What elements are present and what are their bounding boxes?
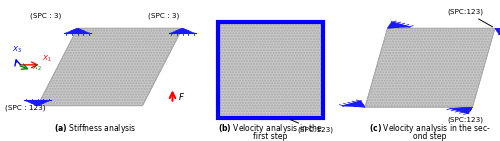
- Text: ond step: ond step: [414, 132, 446, 141]
- Polygon shape: [342, 101, 365, 107]
- Polygon shape: [170, 28, 196, 33]
- Text: (SPC:123): (SPC:123): [448, 110, 484, 123]
- Polygon shape: [365, 28, 495, 107]
- Text: (SPC : 123): (SPC : 123): [5, 105, 46, 111]
- Text: $\mathbf{(c)}$ Velocity analysis in the sec-: $\mathbf{(c)}$ Velocity analysis in the …: [369, 122, 491, 135]
- Polygon shape: [450, 107, 472, 114]
- Polygon shape: [38, 28, 182, 106]
- Text: (SPC : 3): (SPC : 3): [30, 13, 61, 19]
- Text: $F$: $F$: [178, 91, 184, 102]
- Polygon shape: [495, 28, 500, 32]
- Text: $\mathbf{(b)}$ Velocity analysis in the: $\mathbf{(b)}$ Velocity analysis in the: [218, 122, 322, 135]
- Text: $X_3$: $X_3$: [12, 45, 22, 55]
- Text: (SPC : 3): (SPC : 3): [148, 13, 179, 19]
- Polygon shape: [388, 25, 400, 28]
- Text: $X_1$: $X_1$: [42, 54, 52, 64]
- Polygon shape: [388, 22, 410, 28]
- Polygon shape: [353, 104, 365, 107]
- Polygon shape: [218, 22, 322, 118]
- Text: $X_2$: $X_2$: [32, 62, 42, 73]
- Text: first step: first step: [253, 132, 287, 141]
- Polygon shape: [176, 28, 190, 31]
- Polygon shape: [64, 28, 90, 33]
- Polygon shape: [460, 107, 472, 111]
- Polygon shape: [495, 28, 500, 35]
- Polygon shape: [24, 101, 50, 106]
- Text: (SPC:123): (SPC:123): [290, 120, 334, 133]
- Polygon shape: [30, 103, 44, 106]
- Text: (SPC:123): (SPC:123): [448, 8, 492, 27]
- Polygon shape: [70, 28, 85, 31]
- Text: $\mathbf{(a)}$ Stiffness analysis: $\mathbf{(a)}$ Stiffness analysis: [54, 122, 136, 135]
